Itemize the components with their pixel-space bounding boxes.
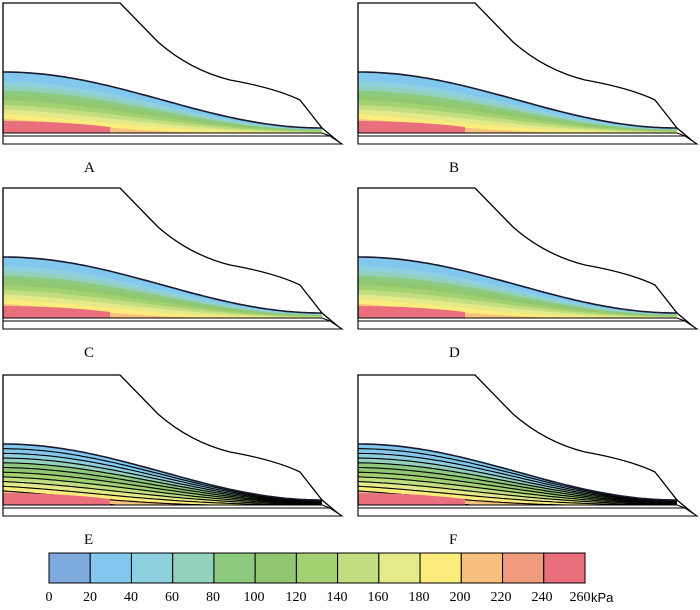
pressure-band [3, 289, 322, 318]
fill-surface-line [3, 71, 322, 129]
base-layer-lower [2, 507, 344, 517]
fill-surface-line [358, 256, 677, 314]
legend-tick-260: 260 [569, 590, 591, 605]
legend-swatch [378, 552, 421, 584]
fill-surface-line [3, 256, 322, 314]
slope-profile-line [2, 187, 341, 329]
legend-swatch [130, 552, 174, 584]
legend-swatch [89, 552, 132, 584]
legend-swatch [460, 552, 504, 584]
legend-swatch [295, 552, 339, 584]
legend-swatch [172, 552, 215, 584]
legend-tick-0: 0 [45, 590, 53, 605]
fill-surface-line [3, 443, 322, 501]
slope-profile-line [2, 374, 341, 516]
fill-surface-line [358, 71, 677, 129]
panel-label-f: F [449, 532, 458, 548]
legend-swatch [48, 552, 91, 584]
legend-tick-140: 140 [326, 590, 348, 605]
pressure-band [358, 109, 677, 133]
legend-swatch [337, 552, 380, 584]
legend-tick-60: 60 [165, 590, 179, 605]
panel-e [2, 374, 344, 517]
pressure-band [3, 104, 322, 133]
panel-d [357, 187, 699, 330]
base-layer-lower [2, 135, 344, 145]
fill-surface-line [358, 443, 677, 501]
legend-swatch [502, 552, 545, 584]
legend-swatch [254, 552, 297, 584]
legend-tick-100: 100 [243, 590, 265, 605]
legend-unit: kPa [591, 590, 614, 605]
slope-profile-line [357, 187, 696, 329]
pressure-band [358, 480, 677, 505]
pressure-band [358, 476, 677, 505]
pressure-band [3, 294, 322, 318]
panel-label-a: A [84, 160, 95, 176]
pressure-band [358, 299, 677, 318]
pressure-band [3, 476, 322, 505]
panel-label-d: D [449, 345, 460, 361]
pressure-band [358, 289, 677, 318]
legend-tick-80: 80 [206, 590, 220, 605]
panel-label-e: E [84, 532, 94, 548]
pressure-peak [358, 121, 465, 133]
pressure-band [358, 294, 677, 318]
legend-tick-180: 180 [408, 590, 430, 605]
pressure-band [358, 104, 677, 133]
panel-b [357, 2, 699, 145]
legend-tick-120: 120 [285, 590, 307, 605]
legend-swatch [419, 552, 462, 584]
panel-label-b: B [449, 160, 460, 176]
base-layer-lower [357, 507, 699, 517]
legend-tick-160: 160 [367, 590, 389, 605]
legend-tick-240: 240 [531, 590, 553, 605]
slope-profile-line [357, 374, 696, 516]
base-layer-lower [357, 135, 699, 145]
slope-profile-line [2, 2, 341, 144]
panel-label-c: C [84, 345, 95, 361]
color-legend [48, 552, 586, 584]
legend-tick-20: 20 [83, 590, 97, 605]
pressure-peak [358, 306, 465, 318]
pressure-band [358, 114, 677, 133]
pressure-band [3, 480, 322, 505]
pressure-peak [358, 493, 465, 505]
pressure-band [3, 109, 322, 133]
base-layer-lower [357, 320, 699, 330]
pressure-peak [3, 493, 110, 505]
legend-swatch [213, 552, 256, 584]
panel-a [2, 2, 344, 145]
panel-f [357, 374, 699, 517]
legend-tick-220: 220 [490, 590, 512, 605]
legend-tick-40: 40 [124, 590, 138, 605]
pressure-peak [3, 306, 110, 318]
panel-c [2, 187, 344, 330]
pressure-band [3, 299, 322, 318]
pressure-peak [3, 121, 110, 133]
legend-swatch [543, 552, 586, 584]
legend-tick-200: 200 [449, 590, 471, 605]
base-layer-lower [2, 320, 344, 330]
slope-profile-line [357, 2, 696, 144]
pressure-band [3, 114, 322, 133]
